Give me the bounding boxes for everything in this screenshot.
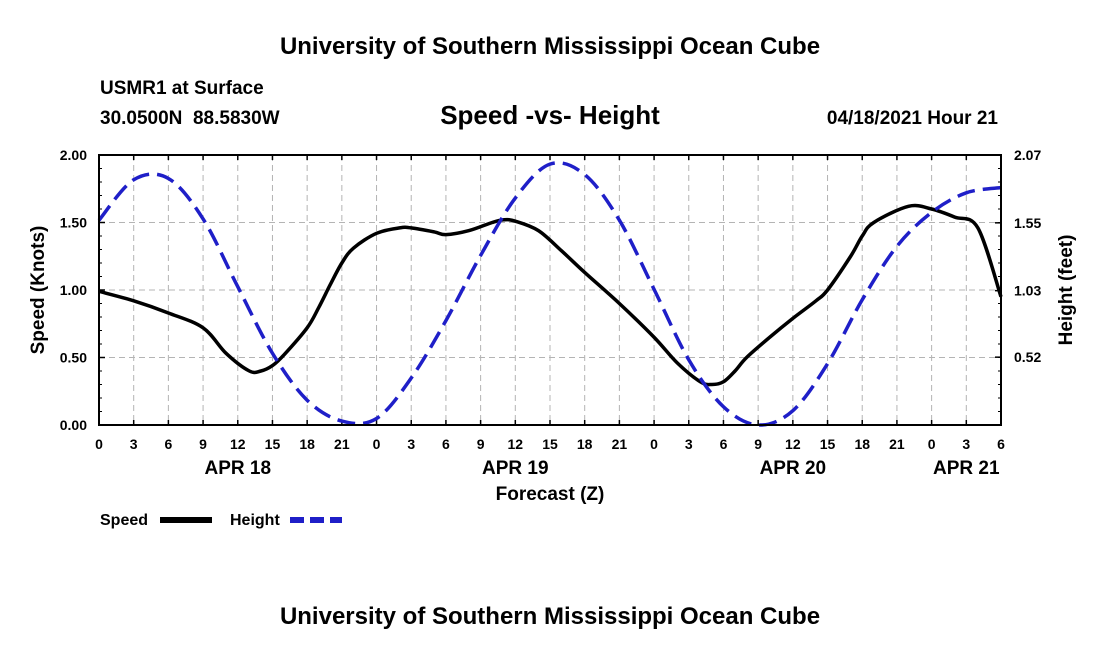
axes: 0 3 6 9 12 15 18 21 0 3 6 9 12 15 18 21 0 3 6 9 12 15 18 21 0 3 6 A… xyxy=(60,147,1042,479)
y-right-tick-label: 1.03 xyxy=(1014,283,1041,299)
x-tick-label: 18 xyxy=(299,436,315,452)
chart-title: Speed -vs- Height xyxy=(440,100,660,130)
x-tick-label: 0 xyxy=(95,436,103,452)
date-label: APR 21 xyxy=(933,458,1000,479)
y-left-tick-label: 1.00 xyxy=(60,282,87,298)
y-left-tick-label: 2.00 xyxy=(60,147,87,163)
x-tick-label: 18 xyxy=(854,436,870,452)
x-tick-label: 6 xyxy=(997,436,1005,452)
x-tick-label: 15 xyxy=(265,436,281,452)
x-tick-label: 12 xyxy=(508,436,524,452)
footer-title: University of Southern Mississippi Ocean… xyxy=(280,603,820,630)
x-tick-label: 15 xyxy=(542,436,558,452)
x-tick-label: 3 xyxy=(407,436,415,452)
y-axis-left-title: Speed (Knots) xyxy=(28,226,49,355)
x-tick-label: 12 xyxy=(785,436,801,452)
x-tick-label: 21 xyxy=(612,436,628,452)
x-tick-label: 0 xyxy=(928,436,936,452)
series-height-line xyxy=(97,161,1002,427)
x-tick-label: 6 xyxy=(164,436,172,452)
series-speed-line xyxy=(98,203,1003,387)
y-left-tick-label: 0.00 xyxy=(60,417,87,433)
x-tick-label: 18 xyxy=(577,436,593,452)
x-tick-label: 3 xyxy=(962,436,970,452)
legend-speed-label: Speed xyxy=(100,512,148,529)
x-tick-label: 21 xyxy=(334,436,350,452)
y-left-tick-label: 0.50 xyxy=(60,350,87,366)
y-right-tick-label: 0.52 xyxy=(1014,349,1041,365)
x-tick-label: 3 xyxy=(130,436,138,452)
x-tick-label: 9 xyxy=(477,436,485,452)
legend-height-label: Height xyxy=(230,512,280,529)
series-layer xyxy=(97,161,1003,427)
x-tick-label: 9 xyxy=(199,436,207,452)
station-label: USMR1 at Surface xyxy=(100,78,264,99)
x-tick-label: 6 xyxy=(720,436,728,452)
y-right-tick-label: 2.07 xyxy=(1014,147,1041,163)
x-axis-title: Forecast (Z) xyxy=(496,484,605,505)
page-title: University of Southern Mississippi Ocean… xyxy=(280,33,820,60)
plot-frame xyxy=(98,154,1002,426)
y-left-tick-label: 1.50 xyxy=(60,215,87,231)
y-axis-right-title: Height (feet) xyxy=(1056,235,1077,346)
date-label: APR 18 xyxy=(205,458,272,479)
x-tick-label: 3 xyxy=(685,436,693,452)
x-tick-label: 9 xyxy=(754,436,762,452)
x-tick-label: 15 xyxy=(820,436,836,452)
x-tick-label: 6 xyxy=(442,436,450,452)
x-tick-label: 21 xyxy=(889,436,905,452)
legend: Speed Height xyxy=(100,512,342,529)
coordinates-label: 30.0500N 88.5830W xyxy=(100,108,280,129)
x-tick-label: 0 xyxy=(650,436,658,452)
grid xyxy=(98,154,1002,426)
x-tick-label: 12 xyxy=(230,436,246,452)
datetime-label: 04/18/2021 Hour 21 xyxy=(827,108,999,129)
y-right-tick-label: 1.55 xyxy=(1014,215,1041,231)
date-label: APR 19 xyxy=(482,458,549,479)
date-label: APR 20 xyxy=(760,458,827,479)
x-tick-label: 0 xyxy=(373,436,381,452)
